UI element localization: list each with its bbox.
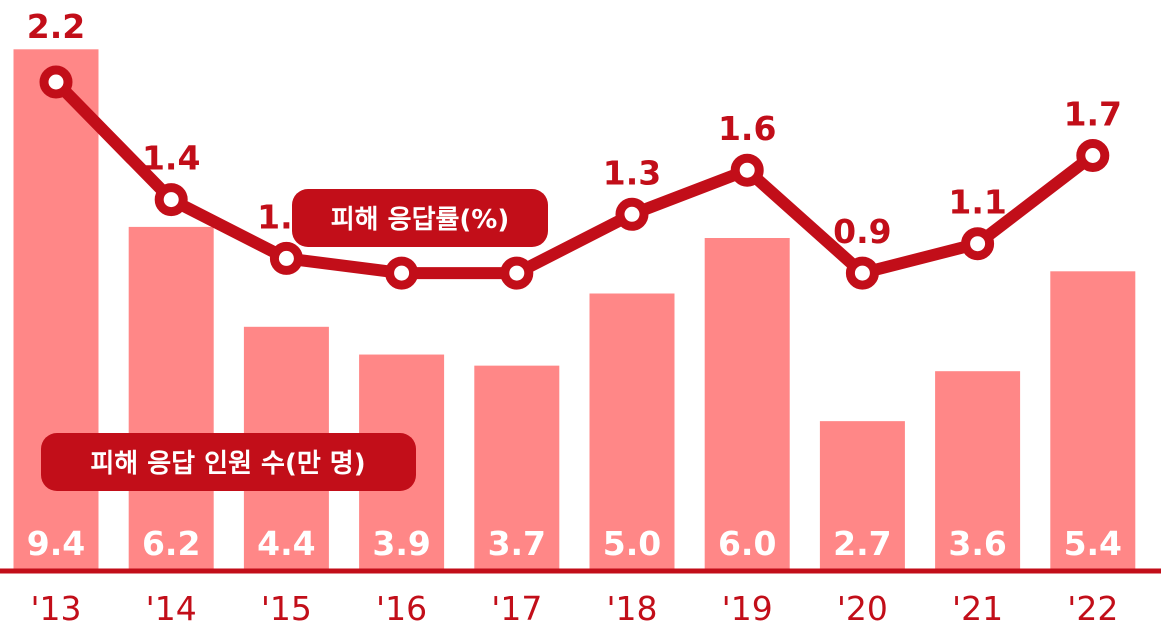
x-tick-labels: '13 '14 '15 '16 '17 '18 '19 '20 '21 '22 xyxy=(30,589,1118,628)
rate-value-label-5: 1.3 xyxy=(603,153,661,192)
x-tick-label-5: '18 xyxy=(606,589,657,628)
legend-count: 피해 응답 인원 수(만 명) xyxy=(41,433,416,491)
x-tick-label-1: '14 xyxy=(146,589,197,628)
rate-value-label-6: 1.6 xyxy=(718,109,776,148)
bar-value-label-9: 5.4 xyxy=(1064,524,1122,563)
legend-count-label: 피해 응답 인원 수(만 명) xyxy=(90,449,365,479)
bar-series xyxy=(13,49,1136,572)
rate-value-label-8: 1.1 xyxy=(948,183,1006,222)
rate-value-label-1: 1.4 xyxy=(142,139,200,178)
bar-value-label-5: 5.0 xyxy=(603,524,661,563)
bar-1 xyxy=(128,226,214,571)
bar-value-label-8: 3.6 xyxy=(948,524,1006,563)
bar-value-label-4: 3.7 xyxy=(488,524,546,563)
x-tick-label-9: '22 xyxy=(1067,589,1118,628)
rate-value-label-0: 2.2 xyxy=(27,7,85,46)
rate-points xyxy=(39,65,1110,290)
bar-6 xyxy=(704,238,790,571)
rate-value-label-9: 1.7 xyxy=(1064,95,1122,134)
x-tick-label-4: '17 xyxy=(491,589,542,628)
rate-line xyxy=(50,76,1099,280)
bar-value-label-7: 2.7 xyxy=(833,524,891,563)
rate-point-8 xyxy=(961,227,995,261)
bar-0 xyxy=(13,49,99,572)
bar-9 xyxy=(1050,271,1136,571)
x-tick-label-0: '13 xyxy=(30,589,81,628)
rate-point-2 xyxy=(269,241,303,275)
bar-value-label-3: 3.9 xyxy=(372,524,430,563)
rate-point-1 xyxy=(154,183,188,217)
x-tick-label-6: '19 xyxy=(722,589,773,628)
x-tick-label-3: '16 xyxy=(376,589,427,628)
bar-5 xyxy=(589,293,675,571)
rate-point-0 xyxy=(39,65,73,99)
rate-value-label-7: 0.9 xyxy=(833,212,891,251)
x-tick-label-2: '15 xyxy=(261,589,312,628)
x-tick-label-7: '20 xyxy=(837,589,888,628)
rate-point-9 xyxy=(1076,139,1110,172)
bar-value-label-0: 9.4 xyxy=(27,524,85,563)
rate-point-4 xyxy=(500,256,534,290)
bar-value-label-2: 4.4 xyxy=(257,524,315,563)
rate-point-6 xyxy=(730,153,764,187)
bar-8 xyxy=(935,371,1021,571)
rate-point-3 xyxy=(385,256,419,290)
legend-rate-label: 피해 응답률(%) xyxy=(331,205,509,235)
x-tick-label-8: '21 xyxy=(952,589,1003,628)
legend-rate: 피해 응답률(%) xyxy=(292,189,548,247)
bar-value-label-1: 6.2 xyxy=(142,524,200,563)
bar-4 xyxy=(474,365,560,571)
bar-7 xyxy=(819,421,905,571)
rate-point-5 xyxy=(615,197,649,231)
bar-value-label-6: 6.0 xyxy=(718,524,776,563)
rate-point-7 xyxy=(845,256,879,290)
bar-value-labels: 9.4 6.2 4.4 3.9 3.7 5.0 6.0 2.7 3.6 5.4 xyxy=(27,524,1122,563)
